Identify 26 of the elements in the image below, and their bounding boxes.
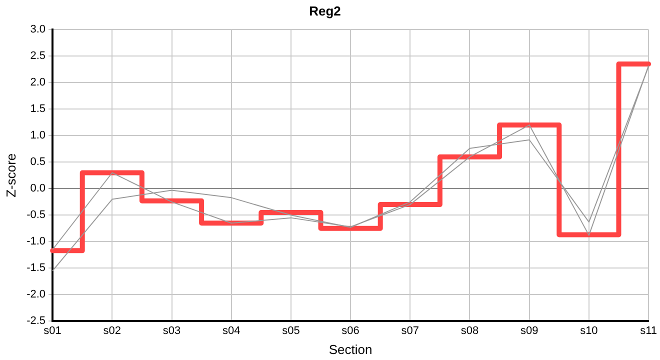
y-tick-label: 0.5	[30, 156, 46, 168]
y-tick-label: -2.0	[26, 288, 46, 301]
x-tick-label: s04	[222, 324, 240, 337]
y-tick-label: -2.5	[26, 315, 46, 328]
x-tick-label: s06	[342, 324, 360, 337]
x-tick-label: s07	[401, 324, 420, 337]
x-tick-label: s10	[580, 324, 598, 337]
y-tick-label: 3.0	[30, 24, 46, 36]
x-tick-label: s08	[460, 324, 479, 337]
y-tick-label: 0.0	[30, 182, 46, 195]
x-axis-title: Section	[328, 342, 372, 357]
y-tick-label: 2.5	[30, 50, 46, 62]
y-tick-label: -0.5	[26, 209, 46, 222]
chart-title: Reg2	[309, 3, 341, 18]
y-axis-title: Z-score	[3, 153, 18, 198]
y-tick-label: -1.0	[26, 236, 46, 248]
x-tick-label: s02	[103, 324, 122, 337]
x-tick-label: s03	[162, 324, 181, 337]
y-tick-label: 1.5	[30, 103, 46, 116]
y-tick-label: -1.5	[26, 262, 46, 274]
x-tick-label: s09	[520, 324, 538, 337]
x-tick-label: s05	[282, 324, 300, 337]
y-tick-label: 1.0	[30, 130, 46, 142]
x-tick-label: s01	[44, 324, 62, 337]
x-tick-label: s11	[640, 324, 657, 337]
y-tick-label: 2.0	[30, 76, 46, 89]
